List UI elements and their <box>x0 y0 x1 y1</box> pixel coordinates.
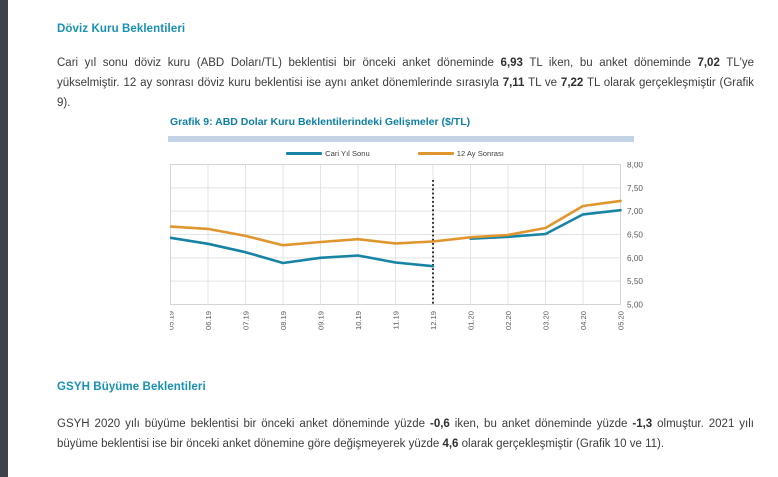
legend-line-swatch-orange <box>417 151 454 155</box>
svg-text:10.19: 10.19 <box>354 311 363 330</box>
svg-text:5,50: 5,50 <box>627 277 643 286</box>
legend-item-12-months: 12 Ay Sonrası <box>417 148 504 158</box>
svg-text:07.19: 07.19 <box>242 311 251 330</box>
chart-title: Grafik 9: ABD Dolar Kuru Beklentilerinde… <box>170 116 471 128</box>
svg-text:11.19: 11.19 <box>392 311 401 329</box>
legend-line-swatch-blue <box>286 151 323 155</box>
svg-text:6,50: 6,50 <box>627 231 643 240</box>
legend-label: Cari Yıl Sonu <box>325 148 370 158</box>
svg-text:12.19: 12.19 <box>429 311 438 330</box>
svg-text:02.20: 02.20 <box>504 311 513 330</box>
chart-divider-bar <box>168 136 634 142</box>
gdp-section-heading: GSYH Büyüme Beklentileri <box>57 381 206 393</box>
svg-text:5,00: 5,00 <box>627 301 643 310</box>
svg-text:05.20: 05.20 <box>617 311 626 330</box>
gdp-section-paragraph: GSYH 2020 yılı büyüme beklentisi bir önc… <box>57 418 754 450</box>
svg-text:6,00: 6,00 <box>627 254 643 263</box>
svg-text:01.20: 01.20 <box>467 311 476 330</box>
svg-text:09.19: 09.19 <box>317 311 326 330</box>
fx-section-paragraph: Cari yıl sonu döviz kuru (ABD Doları/TL)… <box>57 57 754 109</box>
svg-text:08.19: 08.19 <box>279 311 288 330</box>
svg-text:7,00: 7,00 <box>627 207 643 216</box>
chart-legend: Cari Yıl Sonu 12 Ay Sonrası <box>170 147 620 159</box>
svg-text:8,00: 8,00 <box>627 162 643 170</box>
svg-text:04.20: 04.20 <box>579 311 588 330</box>
legend-label: 12 Ay Sonrası <box>456 148 504 158</box>
svg-text:06.19: 06.19 <box>204 311 213 330</box>
chart-plot: 8,00 7,50 7,00 6,50 6,00 5,50 5,00 05.19 06.19 07… <box>170 162 643 330</box>
svg-text:03.20: 03.20 <box>542 311 551 330</box>
fx-section-heading: Döviz Kuru Beklentileri <box>57 23 186 35</box>
viewer-left-edge <box>0 0 8 477</box>
legend-item-current-year: Cari Yıl Sonu <box>286 149 370 158</box>
svg-text:05.19: 05.19 <box>170 311 176 330</box>
svg-text:7,50: 7,50 <box>627 184 643 193</box>
